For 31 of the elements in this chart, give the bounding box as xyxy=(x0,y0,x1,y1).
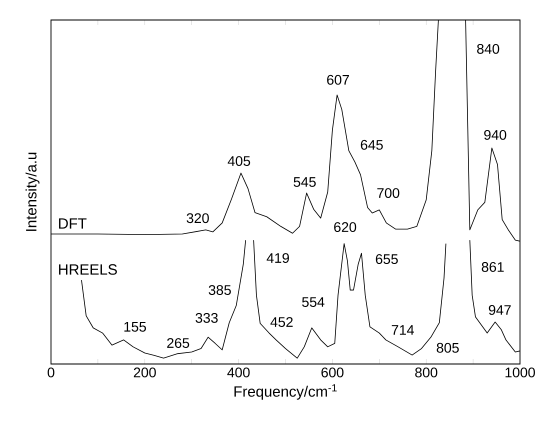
annotation: 155 xyxy=(124,322,146,332)
annotation: 645 xyxy=(360,140,383,150)
annotation: 545 xyxy=(294,177,316,187)
annotation: 385 xyxy=(208,285,231,295)
annotation: 620 xyxy=(334,222,356,232)
annotation: 805 xyxy=(436,342,459,353)
x-tick-label: 200 xyxy=(134,368,156,378)
annotation: 554 xyxy=(302,297,324,307)
annotation: 840 xyxy=(477,44,500,54)
annotation: 405 xyxy=(228,156,250,166)
y-axis-title: Intensity/a.u xyxy=(26,152,40,231)
annotation: 452 xyxy=(270,317,293,327)
annotation: 861 xyxy=(482,262,504,272)
series-label: DFT xyxy=(59,218,87,229)
annotation: 940 xyxy=(484,130,506,140)
annotation: 320 xyxy=(186,213,209,224)
annotation: 607 xyxy=(327,74,349,85)
x-tick-label: 600 xyxy=(321,368,344,378)
x-tick-label: 800 xyxy=(415,368,438,378)
annotation: 700 xyxy=(377,188,400,198)
x-tick-label: 0 xyxy=(48,368,54,378)
x-tick-label: 400 xyxy=(227,368,250,378)
x-tick-label: 1000 xyxy=(506,368,535,378)
annotation: 655 xyxy=(376,254,398,264)
annotation: 265 xyxy=(167,338,190,348)
annotation: 333 xyxy=(196,312,218,323)
x-axis-title: Frequency/cm$^{-1}$ xyxy=(234,384,337,400)
annotation: 714 xyxy=(392,325,414,335)
series-label: HREELS xyxy=(59,264,117,275)
annotation: 419 xyxy=(266,253,289,263)
annotation: 947 xyxy=(488,305,511,315)
